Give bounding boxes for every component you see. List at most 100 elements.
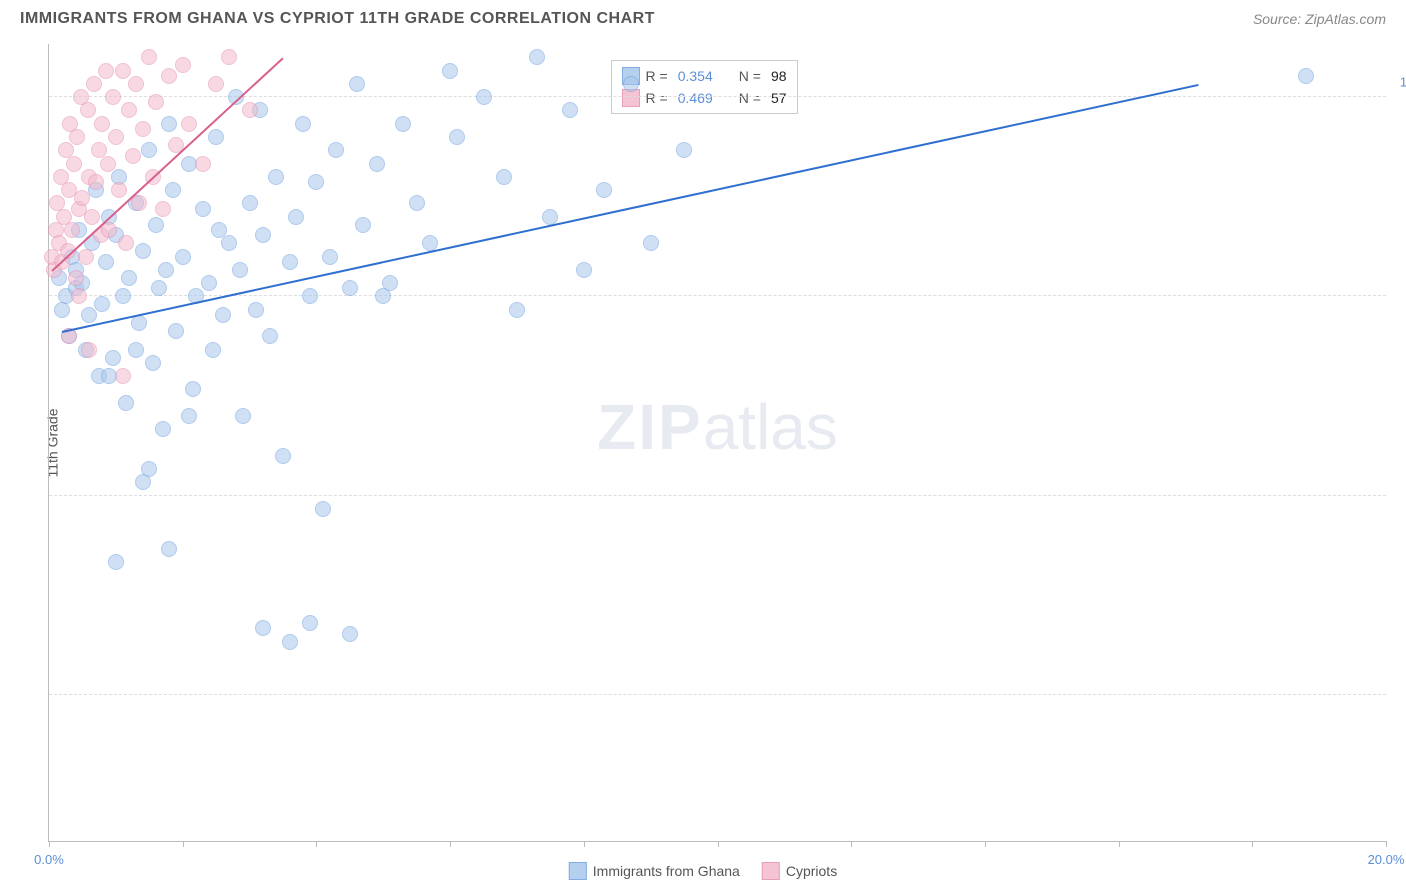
data-point	[355, 217, 371, 233]
data-point	[81, 342, 97, 358]
data-point	[235, 408, 251, 424]
data-point	[1298, 68, 1314, 84]
x-tick	[450, 841, 451, 847]
data-point	[108, 554, 124, 570]
data-point	[623, 76, 639, 92]
data-point	[98, 254, 114, 270]
chart-title: IMMIGRANTS FROM GHANA VS CYPRIOT 11TH GR…	[20, 10, 655, 28]
data-point	[232, 262, 248, 278]
data-point	[108, 129, 124, 145]
n-label: N =	[739, 90, 761, 106]
data-point	[201, 275, 217, 291]
x-tick	[851, 841, 852, 847]
data-point	[248, 302, 264, 318]
data-point	[476, 89, 492, 105]
data-point	[161, 116, 177, 132]
x-tick-label: 0.0%	[34, 852, 64, 867]
n-value: 98	[771, 68, 787, 84]
legend-swatch	[762, 862, 780, 880]
data-point	[84, 209, 100, 225]
data-point	[208, 129, 224, 145]
data-point	[185, 381, 201, 397]
data-point	[181, 408, 197, 424]
data-point	[74, 190, 90, 206]
data-point	[121, 270, 137, 286]
data-point	[118, 235, 134, 251]
data-point	[288, 209, 304, 225]
data-point	[125, 148, 141, 164]
r-label: R =	[646, 68, 668, 84]
data-point	[105, 89, 121, 105]
data-point	[94, 116, 110, 132]
data-point	[509, 302, 525, 318]
correlation-legend: R =0.354N =98R =0.469N =57	[611, 60, 798, 114]
data-point	[118, 395, 134, 411]
data-point	[676, 142, 692, 158]
data-point	[442, 63, 458, 79]
legend-row: R =0.469N =57	[622, 87, 787, 109]
x-tick	[1119, 841, 1120, 847]
data-point	[382, 275, 398, 291]
data-point	[141, 49, 157, 65]
legend-label: Immigrants from Ghana	[593, 863, 740, 879]
x-tick	[316, 841, 317, 847]
data-point	[643, 235, 659, 251]
r-value: 0.354	[678, 68, 713, 84]
data-point	[282, 634, 298, 650]
data-point	[449, 129, 465, 145]
x-tick	[718, 841, 719, 847]
data-point	[496, 169, 512, 185]
data-point	[195, 156, 211, 172]
gridline	[49, 495, 1386, 496]
x-tick	[183, 841, 184, 847]
data-point	[135, 474, 151, 490]
watermark: ZIPatlas	[597, 390, 838, 464]
legend-label: Cypriots	[786, 863, 837, 879]
data-point	[315, 501, 331, 517]
data-point	[148, 217, 164, 233]
data-point	[135, 121, 151, 137]
data-point	[121, 102, 137, 118]
data-point	[100, 156, 116, 172]
x-tick	[1252, 841, 1253, 847]
data-point	[66, 156, 82, 172]
trend-line	[52, 58, 284, 272]
n-value: 57	[771, 90, 787, 106]
data-point	[181, 116, 197, 132]
x-tick	[985, 841, 986, 847]
plot-region: ZIPatlas R =0.354N =98R =0.469N =57 77.5…	[48, 44, 1386, 842]
legend-item: Cypriots	[762, 862, 837, 880]
data-point	[88, 174, 104, 190]
data-point	[395, 116, 411, 132]
chart-area: 11th Grade ZIPatlas R =0.354N =98R =0.46…	[48, 44, 1386, 842]
data-point	[409, 195, 425, 211]
data-point	[322, 249, 338, 265]
data-point	[151, 280, 167, 296]
data-point	[195, 201, 211, 217]
data-point	[221, 235, 237, 251]
data-point	[562, 102, 578, 118]
data-point	[295, 116, 311, 132]
data-point	[165, 182, 181, 198]
data-point	[69, 129, 85, 145]
data-point	[148, 94, 164, 110]
data-point	[175, 57, 191, 73]
data-point	[115, 368, 131, 384]
n-label: N =	[739, 68, 761, 84]
data-point	[68, 270, 84, 286]
data-point	[255, 620, 271, 636]
series-legend: Immigrants from Ghana Cypriots	[569, 862, 837, 880]
data-point	[342, 626, 358, 642]
legend-item: Immigrants from Ghana	[569, 862, 740, 880]
data-point	[342, 280, 358, 296]
data-point	[155, 201, 171, 217]
gridline	[49, 96, 1386, 97]
data-point	[168, 323, 184, 339]
data-point	[308, 174, 324, 190]
data-point	[86, 76, 102, 92]
gridline	[49, 694, 1386, 695]
data-point	[115, 288, 131, 304]
data-point	[242, 195, 258, 211]
data-point	[576, 262, 592, 278]
data-point	[529, 49, 545, 65]
